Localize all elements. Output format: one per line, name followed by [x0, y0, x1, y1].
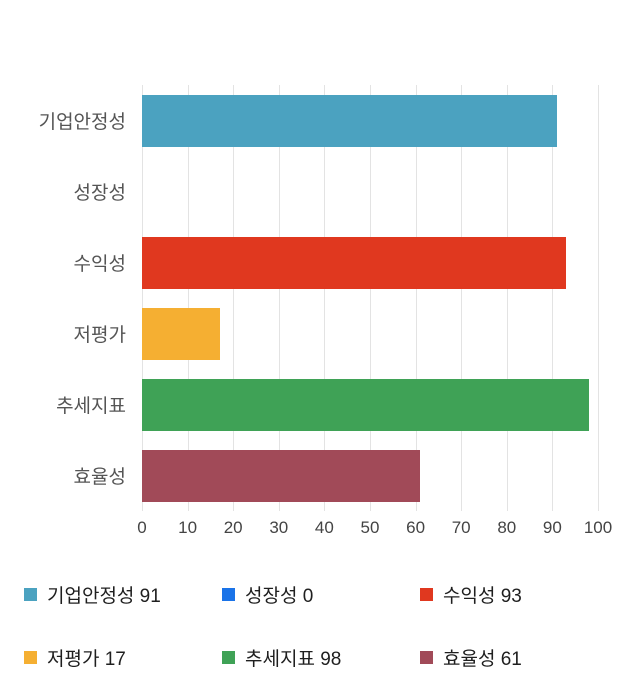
- x-tick-label: 90: [542, 518, 562, 537]
- legend-label: 효율성 61: [443, 649, 522, 670]
- chart-row: 효율성: [0, 440, 640, 511]
- chart-row: 추세지표: [0, 369, 640, 440]
- x-axis: 0 10 20 30 40 50 60 70 80 90 100: [137, 511, 612, 545]
- gridline: [233, 85, 235, 511]
- bar-track: [142, 94, 598, 147]
- gridline: [370, 85, 371, 511]
- chart-row: 성장성: [0, 156, 640, 227]
- legend-swatch-icon: [420, 588, 433, 601]
- chart-row: 저평가: [0, 298, 640, 369]
- legend-swatch-icon: [222, 651, 235, 664]
- bar-track: [142, 236, 598, 289]
- x-tick-label: 100: [583, 518, 613, 537]
- x-tick-label: 30: [269, 518, 289, 537]
- gridline: [324, 85, 326, 511]
- gridline: [415, 85, 417, 511]
- legend-label: 기업안정성 91: [47, 586, 161, 607]
- gridline: [552, 85, 554, 511]
- category-label: 저평가: [73, 325, 126, 346]
- x-tick-label: 70: [451, 518, 471, 537]
- legend-swatch-icon: [222, 588, 235, 601]
- legend: 기업안정성 91 성장성 0 수익성 93 저평가 17 추세지표 98 효율성 61: [0, 581, 640, 671]
- legend-swatch-icon: [24, 651, 37, 664]
- gridline: [187, 85, 189, 511]
- bar: [142, 449, 421, 502]
- legend-item: 저평가 17: [24, 644, 222, 671]
- x-tick-label: 10: [178, 518, 198, 537]
- chart-row: 기업안정성: [0, 85, 640, 156]
- legend-item: 효율성 61: [420, 644, 640, 671]
- legend-label: 저평가 17: [47, 649, 126, 670]
- bar: [142, 307, 220, 360]
- gridline: [278, 85, 280, 511]
- bar-track: [142, 378, 598, 431]
- bar: [142, 378, 589, 431]
- bar: [142, 236, 567, 289]
- x-tick-label: 50: [360, 518, 380, 537]
- legend-swatch-icon: [420, 651, 433, 664]
- gridline: [598, 85, 599, 511]
- legend-item: 추세지표 98: [222, 644, 420, 671]
- category-label: 수익성: [73, 254, 126, 275]
- bar: [142, 94, 557, 147]
- x-tick-label: 20: [223, 518, 243, 537]
- x-tick-label: 0: [137, 518, 147, 537]
- legend-item: 수익성 93: [420, 581, 640, 608]
- legend-item: 성장성 0: [222, 581, 420, 608]
- legend-label: 수익성 93: [443, 586, 522, 607]
- category-label: 효율성: [73, 467, 126, 488]
- bar-track: [142, 307, 598, 360]
- category-label: 성장성: [73, 183, 126, 204]
- x-tick-label: 80: [497, 518, 517, 537]
- x-tick-label: 40: [314, 518, 334, 537]
- legend-label: 추세지표 98: [245, 649, 342, 670]
- category-label: 기업안정성: [38, 112, 126, 133]
- x-tick-label: 60: [406, 518, 426, 537]
- category-label: 추세지표: [56, 396, 126, 417]
- gridlines: [142, 85, 599, 511]
- legend-label: 성장성 0: [245, 586, 314, 607]
- bar-track: [142, 449, 598, 502]
- bar-track: [142, 166, 598, 218]
- legend-item: 기업안정성 91: [24, 581, 222, 608]
- legend-swatch-icon: [24, 588, 37, 601]
- gridline: [142, 85, 143, 511]
- chart-row: 수익성: [0, 227, 640, 298]
- gridline: [506, 85, 508, 511]
- gridline: [461, 85, 463, 511]
